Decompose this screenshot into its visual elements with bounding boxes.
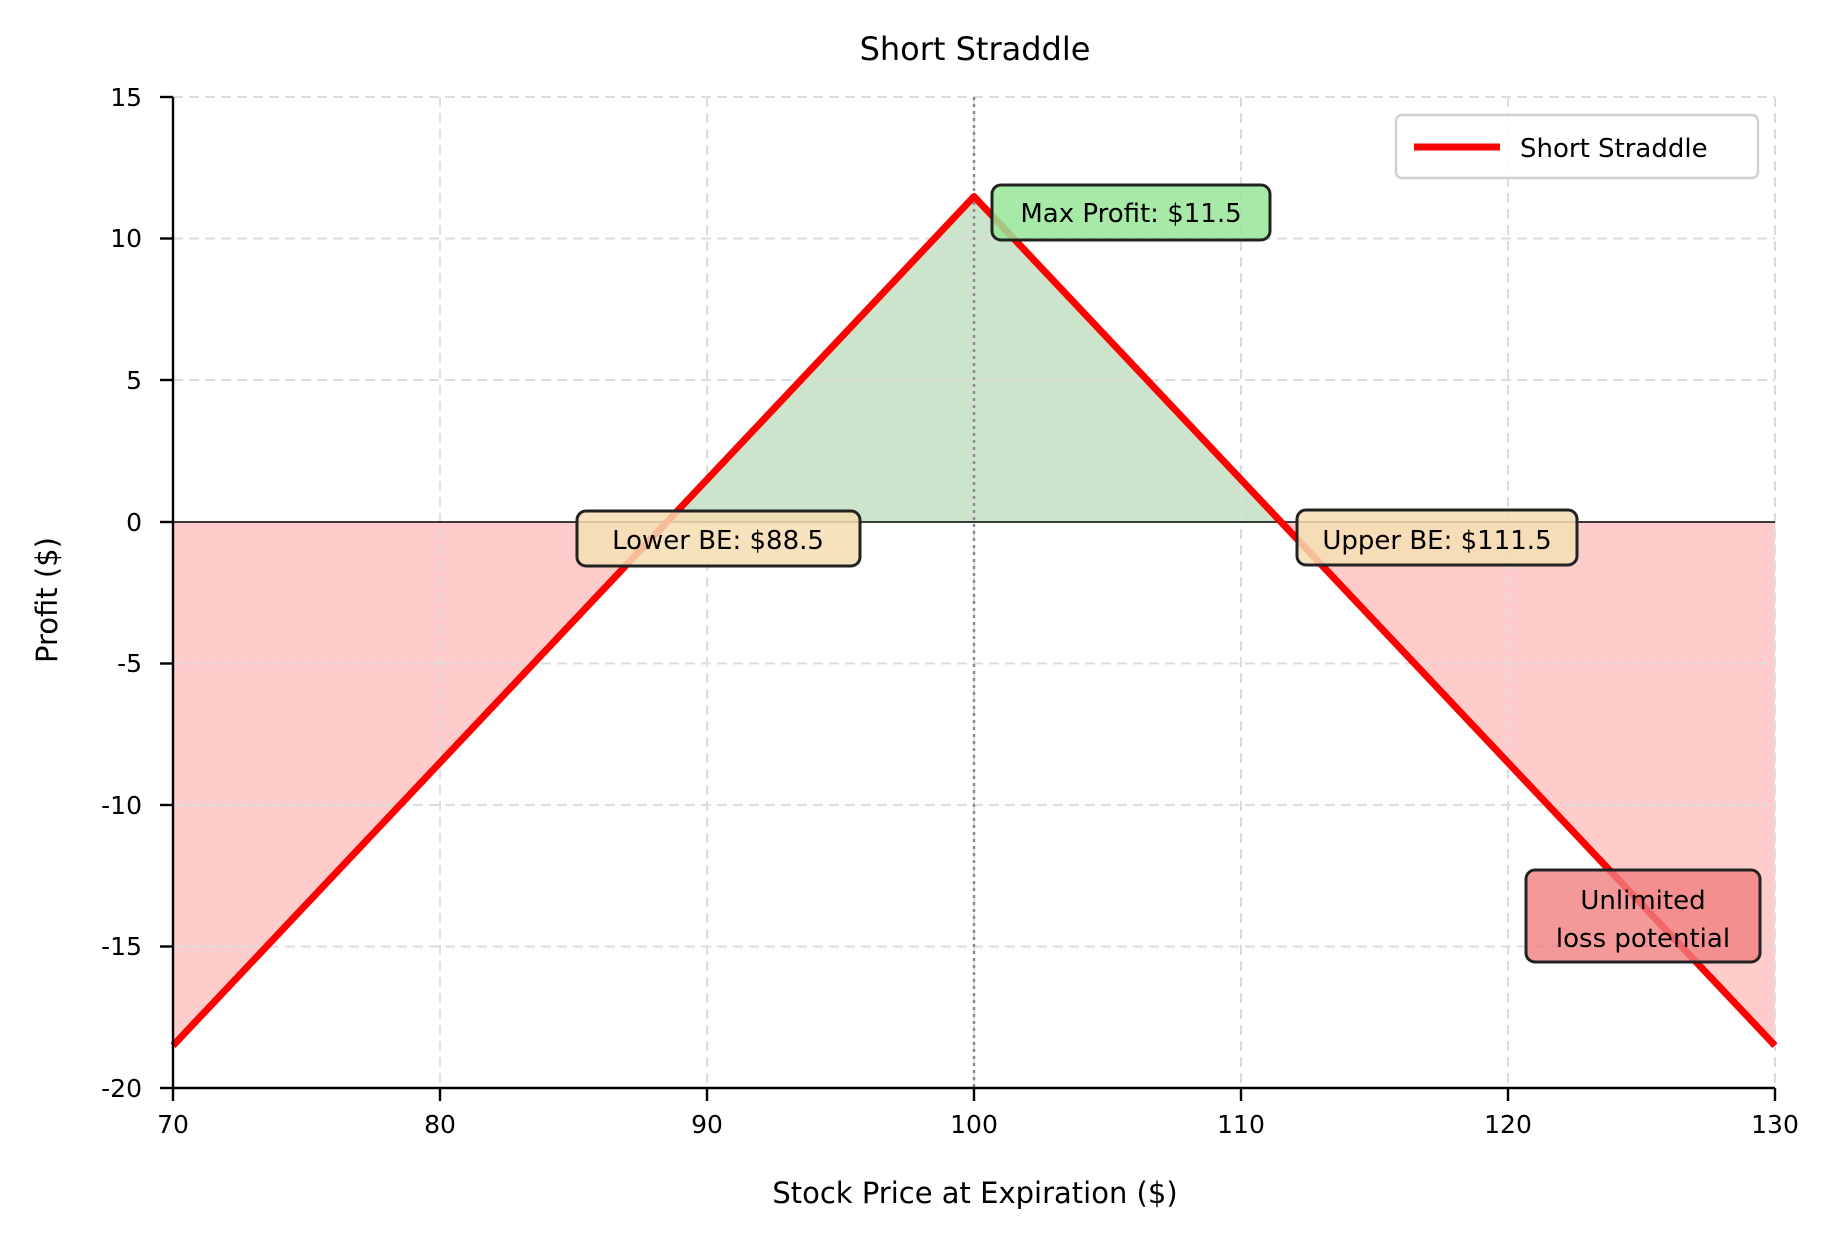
- y-axis-label: Profit ($): [30, 537, 64, 663]
- unlimited-loss-line2: loss potential: [1556, 924, 1730, 954]
- x-tick-label: 80: [424, 1110, 456, 1139]
- y-tick-label: -20: [101, 1074, 142, 1103]
- upper-be-label: Upper BE: $111.5: [1322, 526, 1551, 556]
- y-tick-label: 0: [126, 508, 142, 537]
- y-tick-label: 5: [126, 366, 142, 395]
- payoff-line: [170, 193, 1778, 1049]
- annotation-unlimited-loss: Unlimited loss potential: [1524, 868, 1762, 964]
- x-tick-labels: 70 80 90 100 110 120 130: [157, 1110, 1799, 1139]
- x-axis-label: Stock Price at Expiration ($): [772, 1176, 1177, 1210]
- annotation-max-profit: Max Profit: $11.5: [990, 183, 1272, 242]
- x-ticks: [171, 1088, 1777, 1101]
- x-tick-label: 90: [691, 1110, 723, 1139]
- y-tick-label: 10: [110, 224, 142, 253]
- x-tick-label: 70: [157, 1110, 189, 1139]
- x-tick-label: 110: [1217, 1110, 1265, 1139]
- annotation-upper-be: Upper BE: $111.5: [1295, 508, 1579, 567]
- y-tick-label: -5: [117, 649, 142, 678]
- legend: Short Straddle: [1394, 113, 1760, 180]
- x-tick-label: 120: [1484, 1110, 1532, 1139]
- y-tick-label: -10: [101, 791, 142, 820]
- y-tick-label: 15: [110, 83, 142, 112]
- y-ticks: [160, 95, 173, 1090]
- lower-be-label: Lower BE: $88.5: [612, 526, 824, 556]
- y-tick-labels: 15 10 5 0 -5 -10 -15 -20: [101, 83, 142, 1103]
- unlimited-loss-line1: Unlimited: [1580, 886, 1705, 916]
- chart-title: Short Straddle: [860, 30, 1091, 68]
- annotation-lower-be: Lower BE: $88.5: [575, 509, 862, 568]
- x-tick-label: 130: [1751, 1110, 1799, 1139]
- legend-label: Short Straddle: [1520, 134, 1708, 164]
- y-tick-label: -15: [101, 932, 142, 961]
- max-profit-label: Max Profit: $11.5: [1020, 199, 1241, 229]
- x-tick-label: 100: [950, 1110, 998, 1139]
